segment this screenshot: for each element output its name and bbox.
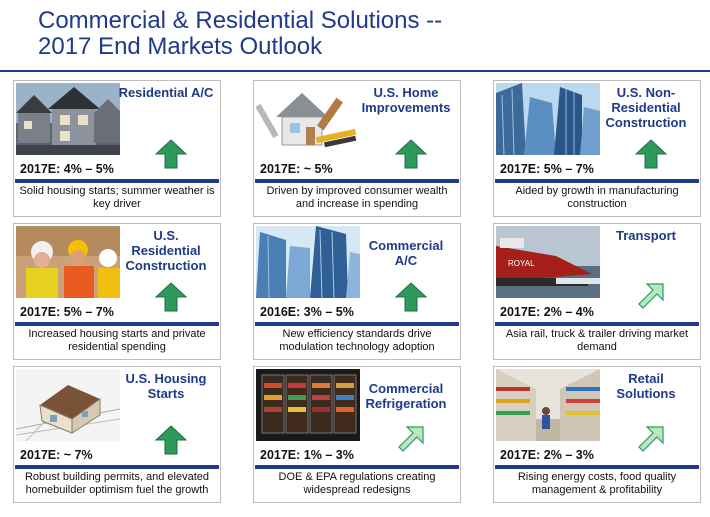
card-label: Commercial A/C: [368, 238, 444, 268]
up-arrow-icon: [394, 282, 428, 317]
supermarket-photo: [496, 369, 600, 441]
card-description: Increased housing starts and private res…: [28, 328, 206, 353]
houses-photo: [16, 83, 120, 155]
estimate: 2017E: 4% – 5%: [20, 162, 114, 176]
card-commercial-ac: Commercial A/C 2016E: 3% – 5% New effici…: [253, 223, 461, 360]
estimate: 2017E: ~ 7%: [20, 448, 93, 462]
ship-photo: ROYAL: [496, 226, 600, 298]
card-transport: ROYAL Transport 2017E: 2% – 4% Asia rail…: [493, 223, 701, 360]
card-non-residential-construction: U.S. Non-Residential Construction 2017E:…: [493, 80, 701, 217]
card-bar: [495, 179, 699, 183]
card-bar: [15, 322, 219, 326]
diagonal-up-arrow-icon: [635, 282, 665, 317]
title-line-1: Commercial & Residential Solutions --: [38, 7, 443, 34]
card-label: Retail Solutions: [616, 371, 676, 401]
card-label: Commercial Refrigeration: [365, 381, 447, 411]
card-commercial-refrigeration: Commercial Refrigeration 2017E: 1% – 3% …: [253, 366, 461, 503]
tools-house-photo: [256, 83, 360, 155]
card-bar: [255, 465, 459, 469]
estimate: 2017E: 1% – 3%: [260, 448, 354, 462]
card-description: Driven by improved consumer wealth and i…: [266, 185, 448, 210]
estimate: 2017E: 5% – 7%: [500, 162, 594, 176]
card-description: Robust building permits, and elevated ho…: [24, 471, 210, 496]
estimate: 2017E: ~ 5%: [260, 162, 333, 176]
title-divider: [0, 70, 710, 72]
house-model-photo: [16, 369, 120, 441]
glass-towers-photo: [256, 226, 360, 298]
title-line-2: 2017 End Markets Outlook: [38, 33, 323, 60]
card-label: U.S. Home Improvements: [361, 85, 451, 115]
page-title: Commercial & Residential Solutions -- 20…: [38, 8, 698, 60]
card-bar: [15, 179, 219, 183]
diagonal-up-arrow-icon: [635, 425, 665, 460]
card-description: Solid housing starts; summer weather is …: [19, 185, 215, 210]
card-label: Transport: [616, 228, 676, 243]
card-residential-construction: U.S. Residential Construction 2017E: 5% …: [13, 223, 221, 360]
card-description: DOE & EPA regulations creating widesprea…: [278, 471, 436, 496]
construction-workers-photo: [16, 226, 120, 298]
up-arrow-icon: [634, 139, 668, 174]
up-arrow-icon: [154, 139, 188, 174]
card-home-improvements: U.S. Home Improvements 2017E: ~ 5% Drive…: [253, 80, 461, 217]
card-retail-solutions: Retail Solutions 2017E: 2% – 3% Rising e…: [493, 366, 701, 503]
card-label: Residential A/C: [118, 85, 214, 100]
card-label: U.S. Housing Starts: [125, 371, 207, 401]
card-bar: [15, 465, 219, 469]
estimate: 2017E: 2% – 3%: [500, 448, 594, 462]
card-description: Asia rail, truck & trailer driving marke…: [505, 328, 689, 353]
office-towers-photo: [496, 83, 600, 155]
card-housing-starts: U.S. Housing Starts 2017E: ~ 7% Robust b…: [13, 366, 221, 503]
card-label: U.S. Non-Residential Construction: [605, 85, 687, 130]
card-residential-ac: Residential A/C 2017E: 4% – 5% Solid hou…: [13, 80, 221, 217]
card-bar: [495, 322, 699, 326]
estimate: 2017E: 5% – 7%: [20, 305, 114, 319]
up-arrow-icon: [154, 282, 188, 317]
up-arrow-icon: [394, 139, 428, 174]
estimate: 2016E: 3% – 5%: [260, 305, 354, 319]
estimate: 2017E: 2% – 4%: [500, 305, 594, 319]
card-description: Rising energy costs, food quality manage…: [517, 471, 677, 496]
diagonal-up-arrow-icon: [395, 425, 425, 460]
card-bar: [255, 179, 459, 183]
display-cases-photo: [256, 369, 360, 441]
up-arrow-icon: [154, 425, 188, 460]
card-bar: [255, 322, 459, 326]
card-description: Aided by growth in manufacturing constru…: [515, 185, 679, 210]
svg-text:ROYAL: ROYAL: [508, 259, 535, 268]
card-label: U.S. Residential Construction: [125, 228, 207, 273]
card-description: New efficiency standards drive modulatio…: [279, 328, 435, 353]
card-bar: [495, 465, 699, 469]
